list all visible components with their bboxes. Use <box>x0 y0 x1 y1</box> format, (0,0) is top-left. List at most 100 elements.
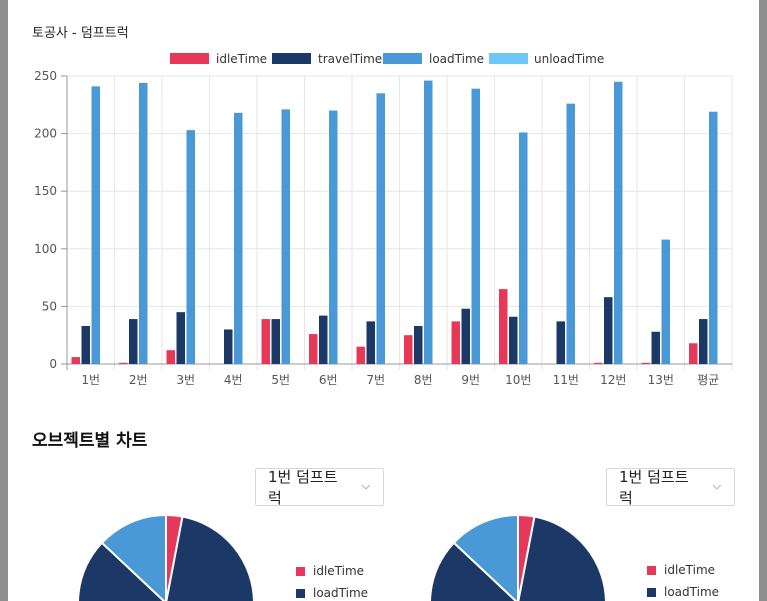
bar-idleTime[interactable] <box>641 362 651 364</box>
pie-legend-item: idleTime <box>647 559 719 581</box>
x-tick-label: 3번 <box>176 373 195 387</box>
x-tick-label: 10번 <box>505 373 531 387</box>
chart-card: 토공사 - 덤프트럭 idleTime travelTime loadTime unl… <box>8 0 759 601</box>
bar-travelTime[interactable] <box>414 325 423 364</box>
bar-loadTime[interactable] <box>424 80 433 364</box>
bar-loadTime[interactable] <box>281 109 291 365</box>
y-tick-label: 250 <box>34 69 57 83</box>
x-tick-label: 7번 <box>366 373 385 387</box>
section-title: 오브젝트별 차트 <box>32 431 148 451</box>
y-tick-label: 50 <box>42 299 57 313</box>
pie-legend-label: loadTime <box>313 586 369 600</box>
bar-idleTime[interactable] <box>451 321 461 364</box>
x-tick-label: 6번 <box>319 373 338 387</box>
bar-loadTime[interactable] <box>376 93 386 364</box>
pie-slice-travelTime[interactable] <box>429 541 534 601</box>
chart-title: 토공사 - 덤프트럭 <box>32 26 129 41</box>
legend-label: idleTime <box>216 52 267 66</box>
bar-travelTime[interactable] <box>319 315 328 364</box>
x-tick-label: 5번 <box>271 373 290 387</box>
legend-swatch <box>383 53 422 64</box>
bar-loadTime[interactable] <box>186 130 196 364</box>
legend-label: loadTime <box>429 52 484 66</box>
pie-legend-item: loadTime <box>296 582 368 601</box>
bar-chart: idleTime travelTime loadTime unloadTime 0 50 1… <box>34 52 733 387</box>
x-tick-label: 11번 <box>553 373 579 387</box>
bar-loadTime[interactable] <box>709 111 718 364</box>
x-tick-label: 4번 <box>224 373 243 387</box>
bar-idleTime[interactable] <box>119 362 128 364</box>
x-tick-label: 2번 <box>129 373 148 387</box>
bar-idleTime[interactable] <box>594 362 603 364</box>
legend-swatch <box>647 565 656 575</box>
bar-travelTime[interactable] <box>176 312 186 364</box>
object-select-right[interactable]: 1번 덤프트럭 <box>606 468 735 507</box>
legend-swatch <box>647 587 656 597</box>
bar-travelTime[interactable] <box>556 321 566 364</box>
legend-swatch <box>296 566 305 576</box>
y-tick-label: 200 <box>34 127 57 141</box>
bar-idleTime[interactable] <box>689 343 698 364</box>
select-value: 1번 덤프트럭 <box>619 468 689 507</box>
legend-swatch <box>170 53 209 64</box>
bar-travelTime[interactable] <box>271 319 281 364</box>
chevron-down-icon <box>712 484 722 490</box>
bar-travelTime[interactable] <box>509 316 518 364</box>
pie-legend-left: idleTime loadTime <box>296 560 368 601</box>
bar-travelTime[interactable] <box>366 321 376 364</box>
bar-loadTime[interactable] <box>661 239 671 364</box>
legend-swatch <box>272 53 311 64</box>
x-tick-label: 13번 <box>648 373 674 387</box>
x-tick-label: 평균 <box>697 373 719 387</box>
bar-travelTime[interactable] <box>651 331 661 364</box>
bar-idleTime[interactable] <box>499 289 508 364</box>
bar-loadTime[interactable] <box>614 81 623 364</box>
bar-loadTime[interactable] <box>139 82 148 365</box>
legend-label: travelTime <box>318 52 382 66</box>
pie-slice-travelTime[interactable] <box>77 541 182 601</box>
legend-swatch <box>489 53 528 64</box>
pie-chart-right <box>429 513 607 601</box>
pie-slice-travelTime[interactable] <box>517 515 607 601</box>
legend-swatch <box>296 588 305 598</box>
object-select-left[interactable]: 1번 덤프트럭 <box>255 468 384 507</box>
pie-slice-travelTime[interactable] <box>165 515 255 601</box>
bar-loadTime[interactable] <box>566 103 576 364</box>
bar-loadTime[interactable] <box>329 110 338 364</box>
y-tick-label: 0 <box>49 357 57 371</box>
bar-loadTime[interactable] <box>471 88 481 364</box>
select-value: 1번 덤프트럭 <box>268 468 338 507</box>
bar-travelTime[interactable] <box>699 319 708 364</box>
pie-legend-item: loadTime <box>647 581 719 601</box>
bar-travelTime[interactable] <box>81 325 91 364</box>
bar-idleTime[interactable] <box>261 319 271 364</box>
legend-label: unloadTime <box>534 52 604 66</box>
pie-legend-label: idleTime <box>664 563 716 577</box>
y-tick-label: 150 <box>34 184 57 198</box>
bar-idleTime[interactable] <box>356 346 366 364</box>
pie-legend-item: idleTime <box>296 560 368 582</box>
bar-idleTime[interactable] <box>166 350 176 364</box>
pie-legend-label: loadTime <box>664 585 720 599</box>
pie-slice-loadTime[interactable] <box>452 513 519 601</box>
pie-slice-loadTime[interactable] <box>100 513 167 601</box>
bar-travelTime[interactable] <box>604 297 613 364</box>
chevron-down-icon <box>361 484 371 490</box>
bar-travelTime[interactable] <box>129 319 138 364</box>
bar-travelTime[interactable] <box>461 308 471 364</box>
bar-loadTime[interactable] <box>91 86 101 365</box>
pie-legend-right: idleTime loadTime <box>647 559 719 601</box>
y-tick-label: 100 <box>34 242 57 256</box>
pie-legend-label: idleTime <box>313 564 365 578</box>
bar-idleTime[interactable] <box>309 334 318 364</box>
x-tick-label: 1번 <box>81 373 100 387</box>
bar-loadTime[interactable] <box>234 112 243 364</box>
x-tick-label: 12번 <box>600 373 626 387</box>
bar-idleTime[interactable] <box>404 335 413 364</box>
x-tick-label: 8번 <box>414 373 433 387</box>
bar-loadTime[interactable] <box>519 132 528 364</box>
bar-travelTime[interactable] <box>224 329 233 364</box>
pie-chart-left <box>77 513 255 601</box>
x-tick-label: 9번 <box>461 373 480 387</box>
bar-idleTime[interactable] <box>71 357 81 364</box>
